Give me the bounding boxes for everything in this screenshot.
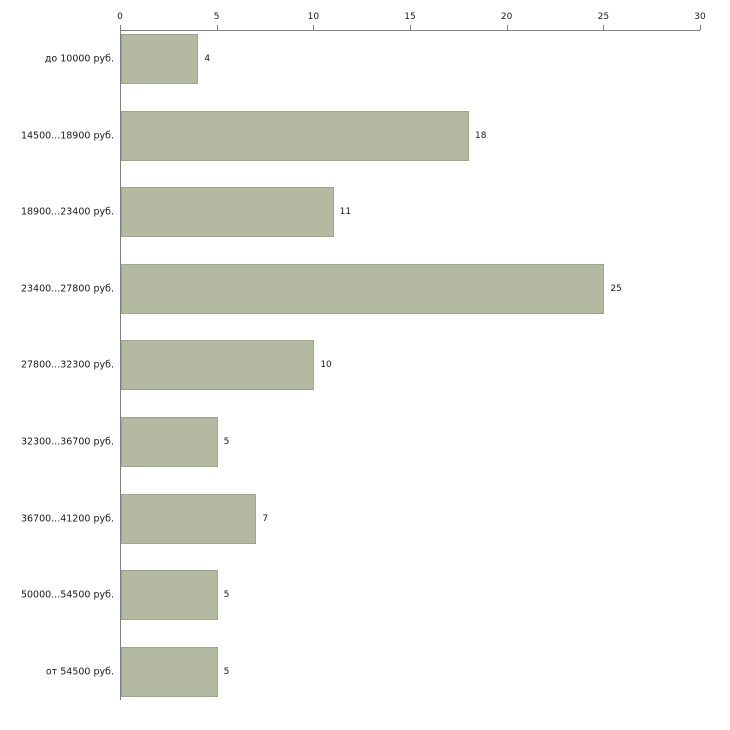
bar-3 xyxy=(121,263,605,314)
x-tick-label: 30 xyxy=(694,12,706,22)
bar-2 xyxy=(121,187,334,238)
bar-0 xyxy=(121,34,199,84)
category-label: 18900...23400 руб. xyxy=(20,206,114,218)
value-label: 5 xyxy=(223,590,230,601)
category-label: до 10000 руб. xyxy=(44,53,114,65)
category-label: 36700...41200 руб. xyxy=(20,513,114,525)
value-label: 5 xyxy=(223,437,230,447)
x-tick-mark xyxy=(700,25,701,30)
x-tick-mark xyxy=(506,25,508,30)
x-tick-label: 10 xyxy=(307,12,320,22)
x-tick-label: 20 xyxy=(500,12,513,22)
x-tick-label: 15 xyxy=(404,12,416,22)
x-tick-mark xyxy=(120,25,121,30)
value-label: 11 xyxy=(339,207,352,218)
value-label: 25 xyxy=(610,283,622,294)
x-tick-mark xyxy=(603,25,605,30)
value-label: 7 xyxy=(262,513,269,524)
x-tick-mark xyxy=(216,25,218,30)
value-label: 18 xyxy=(475,130,487,141)
bar-5 xyxy=(121,417,218,467)
value-label: 4 xyxy=(204,54,211,64)
category-label: 50000...54500 руб. xyxy=(20,589,114,601)
value-label: 5 xyxy=(223,666,230,677)
bar-8 xyxy=(121,646,218,697)
x-tick-label: 25 xyxy=(597,12,610,22)
bar-6 xyxy=(121,493,257,544)
category-label: 27800...32300 руб. xyxy=(20,359,114,371)
x-tick-label: 0 xyxy=(117,12,123,22)
category-label: 32300...36700 руб. xyxy=(20,436,114,448)
bar-7 xyxy=(121,570,218,621)
x-tick-label: 5 xyxy=(213,12,220,22)
category-label: 23400...27800 руб. xyxy=(20,283,114,295)
x-tick-mark xyxy=(410,25,411,30)
x-axis-line xyxy=(120,30,700,31)
bar-4 xyxy=(121,340,315,391)
value-label: 10 xyxy=(320,360,332,371)
category-label: 14500...18900 руб. xyxy=(20,130,114,142)
category-label: от 54500 руб. xyxy=(45,666,114,678)
y-axis-line xyxy=(120,30,121,700)
x-tick-mark xyxy=(313,25,315,30)
bar-1 xyxy=(121,110,469,161)
